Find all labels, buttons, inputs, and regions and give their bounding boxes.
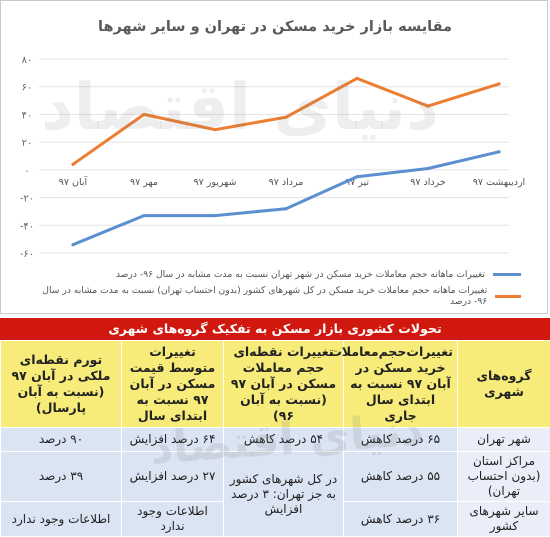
table-cell: ۹۰ درصد: [1, 428, 122, 452]
data-point-tehran: [71, 243, 74, 246]
legend-swatch-other-cities: [495, 295, 521, 298]
data-point-tehran: [284, 207, 287, 210]
y-tick-label: ۰: [24, 166, 29, 177]
legend-item-other-cities: تغییرات ماهانه حجم معاملات خرید مسکن در …: [41, 285, 521, 307]
series-line-other-cities: [73, 78, 499, 164]
data-point-tehran: [426, 167, 429, 170]
data-point-other-cities: [497, 82, 500, 85]
data-point-tehran: [213, 214, 216, 217]
row-group-label: شهر تهران: [458, 428, 550, 452]
y-tick-label: -۴۰: [20, 221, 34, 232]
data-point-other-cities: [284, 116, 287, 119]
table-cell: اطلاعات وجود ندارد: [122, 502, 224, 537]
row-group-label: سایر شهرهای کشور: [458, 502, 550, 537]
chart-panel: مقایسه بازار خرید مسکن در تهران و سایر ش…: [0, 0, 548, 314]
header-groups: گروه‌های شهری: [458, 341, 550, 428]
table-cell: اطلاعات وجود ندارد: [1, 502, 122, 537]
data-point-tehran: [142, 214, 145, 217]
header-avg-price-change: تغییرات متوسط قیمت مسکن در آبان ۹۷ نسبت …: [122, 341, 224, 428]
table-title: تحولات کشوری بازار مسکن به تفکیک گروه‌ها…: [0, 318, 550, 340]
x-tick-label: خرداد ۹۷: [410, 177, 446, 188]
y-tick-label: ۴۰: [22, 110, 33, 121]
table-cell: ۳۹ درصد: [1, 452, 122, 502]
data-point-other-cities: [142, 113, 145, 116]
y-tick-label: ۸۰: [22, 55, 33, 66]
x-tick-label: مهر ۹۷: [130, 177, 158, 188]
data-point-tehran: [355, 175, 358, 178]
legend-label-other-cities: تغییرات ماهانه حجم معاملات خرید مسکن در …: [41, 285, 487, 307]
x-tick-label: آبان ۹۷: [59, 175, 88, 188]
x-tick-label: اردیبهشت ۹۷: [473, 177, 525, 188]
y-tick-label: ۲۰: [22, 138, 33, 149]
header-point-inflation: تورم نقطه‌ای ملکی در آبان ۹۷ (نسبت به آب…: [1, 341, 122, 428]
x-tick-label: شهریور ۹۷: [194, 177, 237, 188]
chart-legend: تغییرات ماهانه حجم معاملات خرید مسکن در …: [41, 263, 521, 307]
legend-label-tehran: تغییرات ماهانه حجم معاملات خرید مسکن در …: [116, 269, 485, 280]
x-tick-label: تیر ۹۷: [345, 177, 369, 188]
x-tick-label: مرداد ۹۷: [269, 177, 304, 188]
y-tick-label: -۶۰: [20, 249, 34, 260]
row-group-label: مراکز استان (بدون احتساب تهران): [458, 452, 550, 502]
legend-item-tehran: تغییرات ماهانه حجم معاملات خرید مسکن در …: [41, 263, 521, 285]
y-tick-label: ۶۰: [22, 83, 33, 94]
table-cell: ۳۶ درصد کاهش: [344, 502, 458, 537]
legend-swatch-tehran: [493, 273, 521, 276]
y-tick-label: -۲۰: [20, 194, 34, 205]
data-point-other-cities: [355, 77, 358, 80]
data-point-tehran: [497, 150, 500, 153]
data-point-other-cities: [213, 128, 216, 131]
data-point-other-cities: [71, 163, 74, 166]
series-line-tehran: [73, 152, 499, 245]
data-point-other-cities: [426, 105, 429, 108]
housing-table-section: تحولات کشوری بازار مسکن به تفکیک گروه‌ها…: [0, 318, 550, 486]
